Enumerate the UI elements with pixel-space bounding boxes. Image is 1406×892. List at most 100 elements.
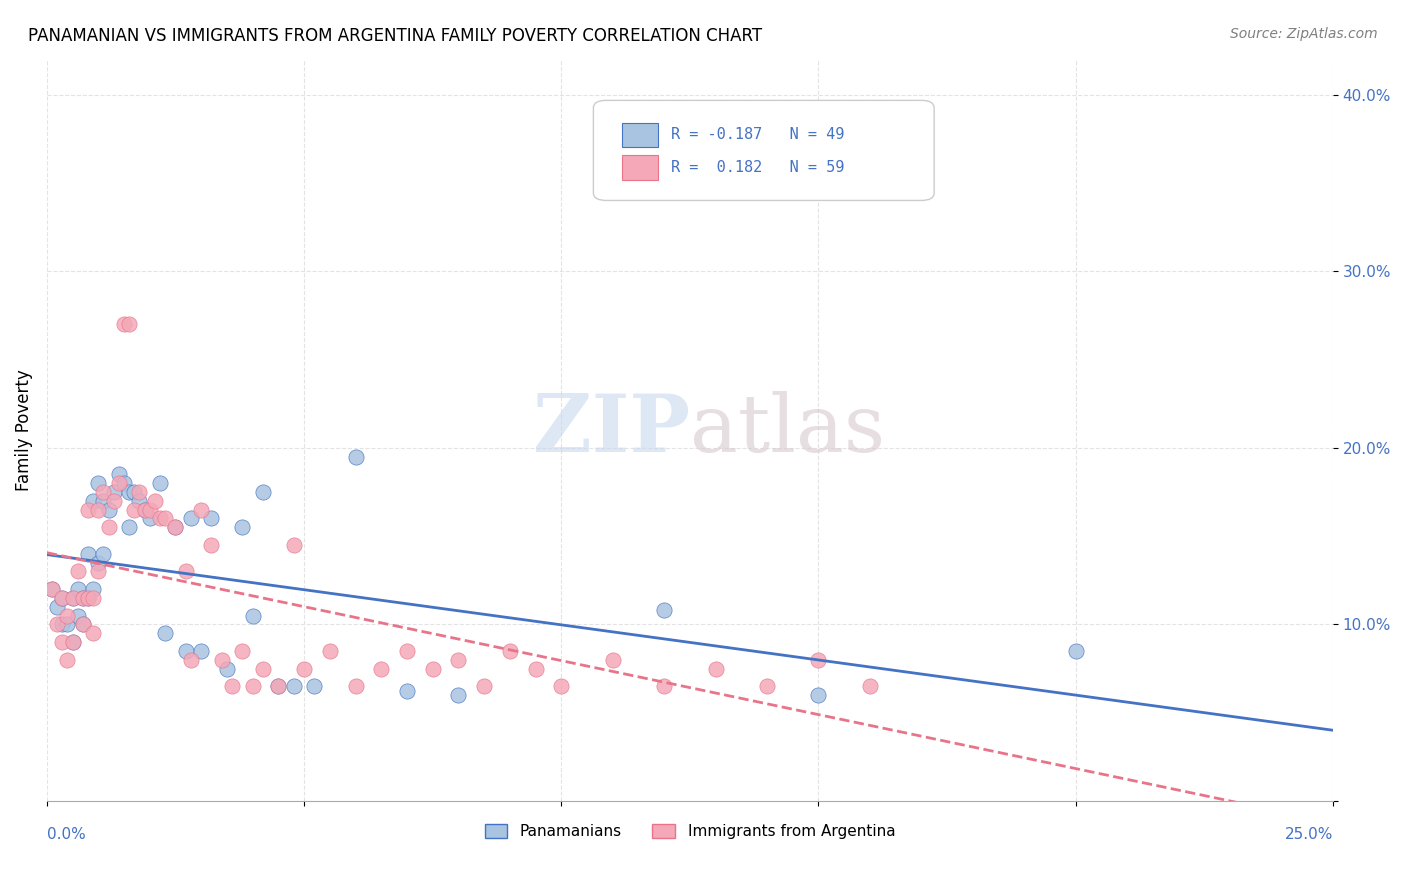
Point — [112, 318, 135, 332]
Point — [165, 520, 187, 534]
Point — [56, 608, 79, 623]
Point — [62, 635, 84, 649]
Point — [93, 485, 115, 500]
Point — [56, 617, 79, 632]
Point — [252, 661, 274, 675]
Point — [82, 626, 104, 640]
Point — [41, 582, 63, 596]
Point — [319, 644, 342, 658]
Text: Source: ZipAtlas.com: Source: ZipAtlas.com — [1230, 27, 1378, 41]
Point — [51, 591, 73, 605]
Point — [174, 644, 197, 658]
Point — [652, 679, 675, 693]
Point — [190, 502, 212, 516]
Text: PANAMANIAN VS IMMIGRANTS FROM ARGENTINA FAMILY POVERTY CORRELATION CHART: PANAMANIAN VS IMMIGRANTS FROM ARGENTINA … — [28, 27, 762, 45]
Point — [304, 679, 326, 693]
Bar — [621, 155, 658, 179]
Point — [292, 661, 315, 675]
Point — [118, 485, 141, 500]
Point — [62, 591, 84, 605]
Point — [153, 511, 176, 525]
Point — [124, 485, 146, 500]
Point — [550, 679, 572, 693]
Point — [41, 582, 63, 596]
Point — [124, 502, 146, 516]
Point — [395, 644, 418, 658]
Point — [267, 679, 290, 693]
Point — [807, 653, 830, 667]
Point — [62, 635, 84, 649]
Point — [200, 511, 222, 525]
Point — [66, 608, 89, 623]
Point — [128, 493, 150, 508]
Legend: Panamanians, Immigrants from Argentina: Panamanians, Immigrants from Argentina — [478, 818, 901, 845]
Point — [87, 502, 110, 516]
Point — [149, 476, 172, 491]
Point — [756, 679, 779, 693]
Point — [242, 608, 264, 623]
Point — [103, 493, 125, 508]
Point — [499, 644, 522, 658]
Point — [82, 591, 104, 605]
Point — [652, 603, 675, 617]
Point — [231, 520, 253, 534]
Point — [242, 679, 264, 693]
Point — [447, 653, 470, 667]
Point — [149, 511, 172, 525]
Point — [103, 485, 125, 500]
Point — [97, 520, 120, 534]
Text: R = -0.187   N = 49: R = -0.187 N = 49 — [671, 127, 844, 142]
Point — [180, 653, 202, 667]
Point — [1064, 644, 1087, 658]
Point — [118, 318, 141, 332]
Point — [143, 493, 166, 508]
Point — [283, 679, 305, 693]
Point — [51, 617, 73, 632]
Point — [252, 485, 274, 500]
FancyBboxPatch shape — [593, 101, 934, 201]
Point — [72, 617, 94, 632]
Text: ZIP: ZIP — [533, 392, 690, 469]
Point — [112, 476, 135, 491]
Point — [704, 661, 727, 675]
Point — [77, 547, 100, 561]
Point — [72, 591, 94, 605]
Point — [344, 679, 367, 693]
Point — [215, 661, 238, 675]
Point — [87, 476, 110, 491]
Point — [447, 688, 470, 702]
Point — [46, 617, 69, 632]
Point — [231, 644, 253, 658]
Y-axis label: Family Poverty: Family Poverty — [15, 369, 32, 491]
Point — [807, 688, 830, 702]
Bar — [621, 122, 658, 147]
Point — [46, 599, 69, 614]
Point — [77, 591, 100, 605]
Point — [134, 502, 156, 516]
Point — [524, 661, 547, 675]
Point — [180, 511, 202, 525]
Point — [153, 626, 176, 640]
Point — [165, 520, 187, 534]
Point — [77, 591, 100, 605]
Point — [174, 565, 197, 579]
Point — [72, 591, 94, 605]
Point — [128, 485, 150, 500]
Point — [66, 582, 89, 596]
Point — [51, 635, 73, 649]
Point — [200, 538, 222, 552]
Point — [139, 502, 162, 516]
Point — [62, 591, 84, 605]
Point — [472, 679, 495, 693]
Point — [66, 565, 89, 579]
Point — [97, 502, 120, 516]
Point — [82, 582, 104, 596]
Point — [87, 556, 110, 570]
Point — [139, 511, 162, 525]
Point — [602, 653, 624, 667]
Point — [108, 476, 131, 491]
Point — [190, 644, 212, 658]
Point — [134, 502, 156, 516]
Point — [422, 661, 444, 675]
Point — [859, 679, 882, 693]
